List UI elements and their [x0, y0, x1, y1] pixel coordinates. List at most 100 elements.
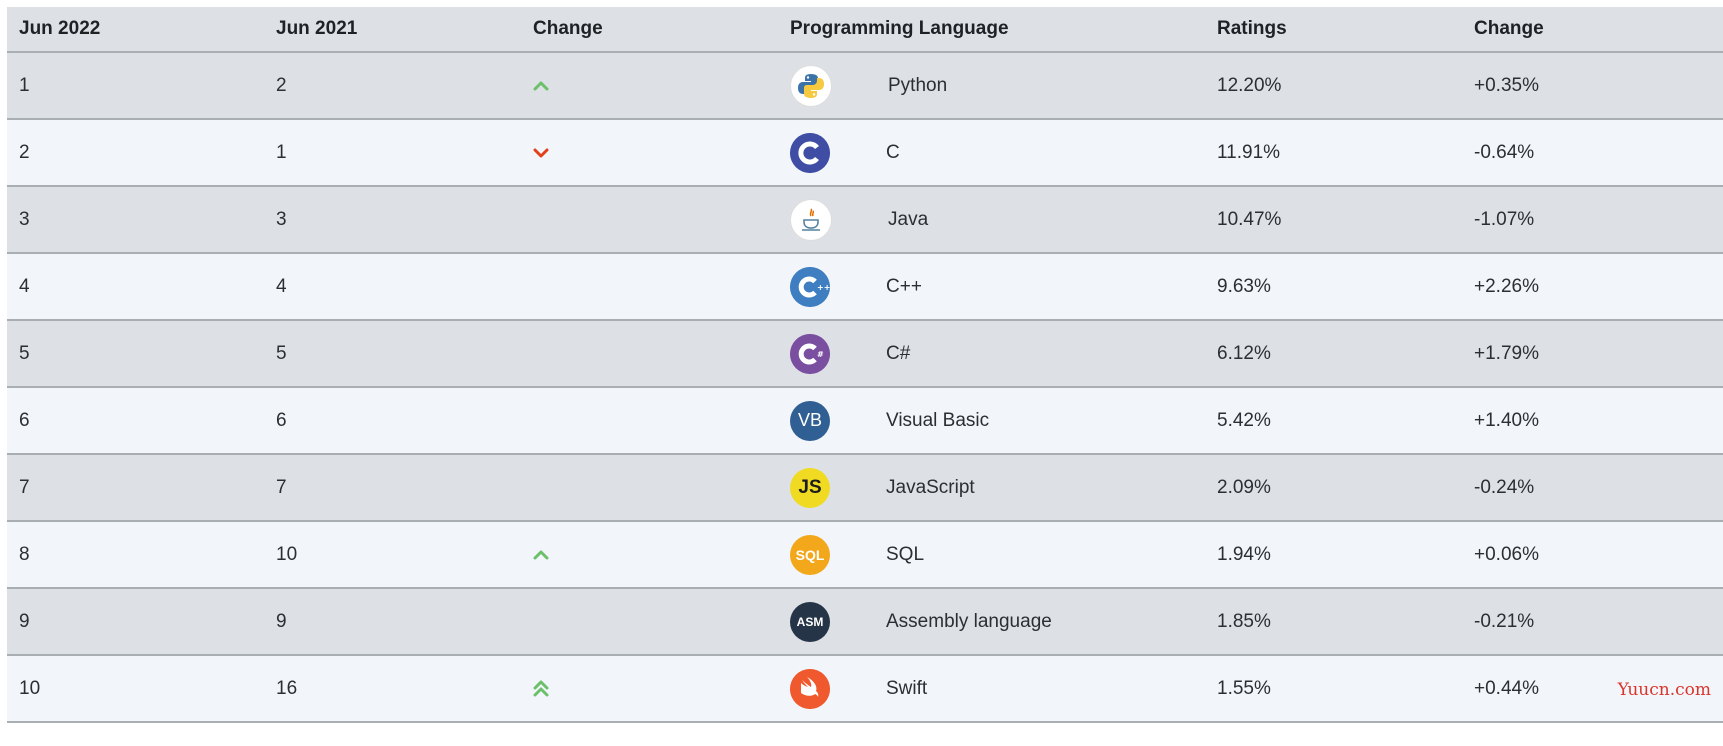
c-language-icon — [790, 132, 830, 173]
language-cell: Swift — [778, 655, 1205, 722]
rating-change: -0.24% — [1474, 476, 1535, 498]
language-cell: C — [778, 119, 1205, 186]
language-name: Python — [888, 74, 948, 96]
rating-value: 5.42% — [1217, 409, 1271, 431]
table-body: 1 2 Python 12.20% +0.35% 2 1 C 11.91% -0.64% 3 3 Jav… — [7, 52, 1723, 722]
header-change-percent: Change — [1474, 18, 1544, 39]
rating-value: 1.55% — [1217, 677, 1271, 699]
rating-value: 1.94% — [1217, 543, 1271, 565]
language-cell: # C# — [778, 320, 1205, 387]
rank-previous: 4 — [276, 275, 287, 297]
language-name: Java — [888, 208, 929, 230]
rating-value: 10.47% — [1217, 208, 1282, 230]
table-row: 5 5 # C# 6.12% +1.79% — [7, 320, 1723, 387]
table-header-row: Jun 2022 Jun 2021 Change Programming Lan… — [7, 7, 1723, 52]
table-row: 10 16 Swift 1.55% +0.44% — [7, 655, 1723, 722]
rating-change: -0.21% — [1474, 610, 1535, 632]
language-name: C++ — [886, 275, 922, 297]
rating-change: -1.07% — [1474, 208, 1535, 230]
cpp-icon: ++ — [790, 266, 830, 307]
trend-cell — [521, 521, 778, 588]
language-cell: JS JavaScript — [778, 454, 1205, 521]
rating-value: 12.20% — [1217, 74, 1282, 96]
rating-change: +2.26% — [1474, 275, 1539, 297]
python-icon — [790, 64, 832, 107]
double-chevron-up-icon — [533, 680, 778, 698]
table-row: 8 10 SQL SQL 1.94% +0.06% — [7, 521, 1723, 588]
language-cell: Java — [778, 186, 1205, 253]
rank-current: 9 — [19, 610, 30, 632]
watermark: Yuucn.com — [1617, 680, 1711, 700]
rank-current: 1 — [19, 74, 30, 96]
chevron-up-icon — [533, 80, 778, 92]
rank-current: 6 — [19, 409, 30, 431]
rank-previous: 5 — [276, 342, 287, 364]
rating-change: -0.64% — [1474, 141, 1535, 163]
javascript-icon: JS — [790, 467, 830, 508]
rank-current: 10 — [19, 677, 41, 699]
trend-cell — [521, 253, 778, 320]
language-cell: VB Visual Basic — [778, 387, 1205, 454]
language-name: SQL — [886, 543, 925, 565]
language-cell: ASM Assembly language — [778, 588, 1205, 655]
ranking-table-container: Jun 2022 Jun 2021 Change Programming Lan… — [7, 7, 1723, 723]
rating-change: +0.06% — [1474, 543, 1539, 565]
header-previous-rank: Jun 2021 — [276, 18, 358, 39]
java-icon — [790, 198, 832, 241]
language-cell: ++ C++ — [778, 253, 1205, 320]
table-row: 1 2 Python 12.20% +0.35% — [7, 52, 1723, 119]
rating-value: 11.91% — [1217, 141, 1281, 163]
rating-change: +1.79% — [1474, 342, 1539, 364]
language-name: JavaScript — [886, 476, 975, 498]
rank-current: 8 — [19, 543, 30, 565]
svg-text:++: ++ — [817, 283, 830, 292]
rating-change: +0.35% — [1474, 74, 1539, 96]
table-row: 7 7 JS JavaScript 2.09% -0.24% — [7, 454, 1723, 521]
rank-previous: 10 — [276, 543, 298, 565]
visual-basic-icon: VB — [790, 400, 830, 441]
header-current-rank: Jun 2022 — [19, 18, 101, 39]
language-name: Assembly language — [886, 610, 1052, 632]
ranking-table: Jun 2022 Jun 2021 Change Programming Lan… — [7, 7, 1723, 723]
table-row: 4 4 ++ C++ 9.63% +2.26% — [7, 253, 1723, 320]
rank-previous: 3 — [276, 208, 287, 230]
table-row: 6 6 VB Visual Basic 5.42% +1.40% — [7, 387, 1723, 454]
language-name: Visual Basic — [886, 409, 990, 431]
assembly-icon: ASM — [790, 601, 830, 642]
trend-cell — [521, 387, 778, 454]
trend-cell — [521, 588, 778, 655]
svg-text:#: # — [817, 350, 824, 359]
rank-previous: 7 — [276, 476, 287, 498]
sql-icon: SQL — [790, 534, 830, 575]
chevron-down-icon — [533, 147, 778, 159]
rating-change: +1.40% — [1474, 409, 1539, 431]
chevron-up-icon — [533, 549, 778, 561]
swift-icon — [790, 668, 830, 709]
rating-value: 9.63% — [1217, 275, 1271, 297]
rank-current: 7 — [19, 476, 30, 498]
trend-cell — [521, 655, 778, 722]
header-change: Change — [533, 18, 603, 39]
rating-change: +0.44% — [1474, 677, 1539, 699]
rank-current: 2 — [19, 141, 30, 163]
trend-cell — [521, 320, 778, 387]
language-cell: Python — [778, 52, 1205, 119]
trend-cell — [521, 119, 778, 186]
rating-value: 2.09% — [1217, 476, 1271, 498]
table-row: 3 3 Java 10.47% -1.07% — [7, 186, 1723, 253]
rank-current: 5 — [19, 342, 30, 364]
table-row: 2 1 C 11.91% -0.64% — [7, 119, 1723, 186]
rank-previous: 1 — [276, 141, 287, 163]
table-row: 9 9 ASM Assembly language 1.85% -0.21% — [7, 588, 1723, 655]
csharp-icon: # — [790, 333, 830, 374]
header-ratings: Ratings — [1217, 18, 1287, 39]
trend-cell — [521, 454, 778, 521]
rank-previous: 2 — [276, 74, 287, 96]
rank-previous: 9 — [276, 610, 287, 632]
header-language: Programming Language — [790, 18, 1009, 39]
rank-previous: 6 — [276, 409, 287, 431]
language-name: C# — [886, 342, 911, 364]
rank-previous: 16 — [276, 677, 298, 699]
rating-value: 1.85% — [1217, 610, 1271, 632]
language-cell: SQL SQL — [778, 521, 1205, 588]
